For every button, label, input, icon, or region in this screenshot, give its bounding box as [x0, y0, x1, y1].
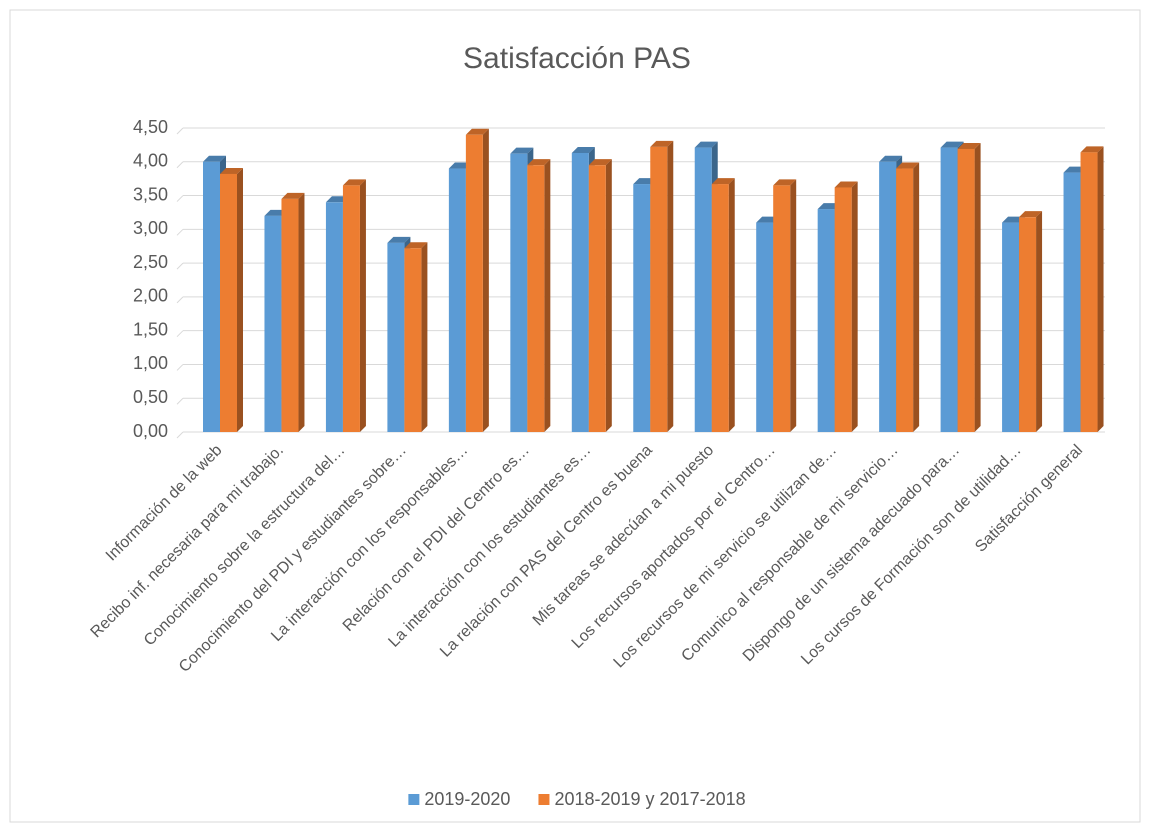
- bar: [650, 146, 668, 432]
- bar: [527, 165, 545, 432]
- bar-top: [588, 159, 612, 166]
- bar-side: [237, 167, 243, 432]
- grid-line-depth: [176, 127, 184, 135]
- bar: [588, 165, 606, 432]
- bar: [1080, 152, 1098, 432]
- bar-top: [527, 159, 551, 166]
- bar-side: [1097, 146, 1104, 432]
- bar-top: [342, 179, 366, 186]
- bar-top: [834, 181, 858, 188]
- y-tick-label: 4,50: [133, 117, 168, 137]
- bar-top: [281, 192, 305, 199]
- y-tick-label: 0,00: [133, 421, 168, 441]
- bar: [756, 222, 774, 432]
- bar: [571, 152, 589, 433]
- bar: [404, 248, 422, 432]
- bar: [448, 168, 466, 433]
- grid-line-depth: [176, 195, 184, 202]
- bar-top: [465, 128, 489, 135]
- bar: [510, 153, 528, 432]
- bar: [957, 148, 975, 433]
- bar-side: [790, 179, 797, 432]
- bar-top: [940, 141, 964, 148]
- bar: [465, 134, 483, 432]
- bar: [325, 202, 343, 432]
- bar-top: [387, 236, 411, 243]
- y-tick-label: 1,50: [133, 319, 168, 339]
- bar-top: [203, 155, 226, 162]
- chart-title: Satisfacción PAS: [463, 42, 691, 75]
- bar: [281, 198, 299, 432]
- y-tick-label: 4,00: [133, 151, 168, 171]
- bar: [711, 184, 729, 432]
- grid-line-depth: [176, 364, 184, 371]
- bar: [387, 242, 405, 432]
- bar-side: [667, 140, 674, 432]
- bar: [264, 215, 282, 432]
- bar-top: [957, 142, 981, 149]
- y-tick-label: 2,50: [133, 252, 168, 272]
- bar-top: [694, 141, 718, 148]
- bar-top: [404, 242, 428, 249]
- bar-top: [896, 162, 920, 169]
- bar: [896, 168, 914, 433]
- bar-side: [544, 159, 551, 432]
- bar-top: [571, 146, 595, 153]
- bar-side: [913, 162, 920, 433]
- bar-side: [1036, 211, 1043, 432]
- bar: [773, 185, 791, 432]
- grid-line-depth: [176, 262, 184, 270]
- bar-top: [1019, 211, 1043, 218]
- legend-label: 2019-2020: [424, 789, 510, 809]
- bar: [879, 161, 897, 432]
- grid-line-depth: [176, 330, 184, 338]
- legend-swatch: [408, 794, 420, 805]
- grid-line-depth: [176, 228, 184, 236]
- bar: [834, 187, 852, 432]
- bar-top: [1080, 146, 1104, 153]
- bar-side: [728, 178, 735, 432]
- y-tick-label: 3,00: [133, 218, 168, 238]
- bar-side: [482, 128, 489, 432]
- bar: [342, 185, 360, 432]
- grid-line-depth: [176, 296, 184, 304]
- bar: [220, 173, 237, 432]
- legend-label: 2018-2019 y 2017-2018: [554, 789, 745, 809]
- grid-line-depth: [176, 431, 184, 439]
- bar-side: [974, 142, 981, 433]
- grid-line-depth: [176, 397, 184, 405]
- bar-side: [605, 159, 612, 432]
- bar-side: [359, 179, 366, 432]
- bar: [817, 209, 835, 432]
- y-tick-label: 3,50: [133, 184, 168, 204]
- bar: [203, 161, 220, 432]
- bar: [1019, 217, 1037, 432]
- y-tick-label: 1,00: [133, 353, 168, 373]
- bar-top: [220, 167, 243, 174]
- bar-side: [421, 242, 428, 432]
- bar-top: [879, 155, 903, 162]
- bar-top: [773, 179, 797, 186]
- bar-side: [851, 181, 858, 432]
- bar: [633, 184, 651, 432]
- legend-swatch: [538, 794, 550, 805]
- bar: [1063, 172, 1081, 432]
- bar-top: [711, 178, 735, 185]
- bar: [694, 147, 712, 432]
- y-tick-label: 0,50: [133, 387, 168, 407]
- bar: [1002, 222, 1020, 432]
- bar-side: [298, 192, 305, 432]
- bar-top: [510, 147, 534, 154]
- grid-line-depth: [176, 161, 184, 169]
- bar: [940, 147, 958, 432]
- y-tick-label: 2,00: [133, 286, 168, 306]
- bar-top: [650, 140, 674, 147]
